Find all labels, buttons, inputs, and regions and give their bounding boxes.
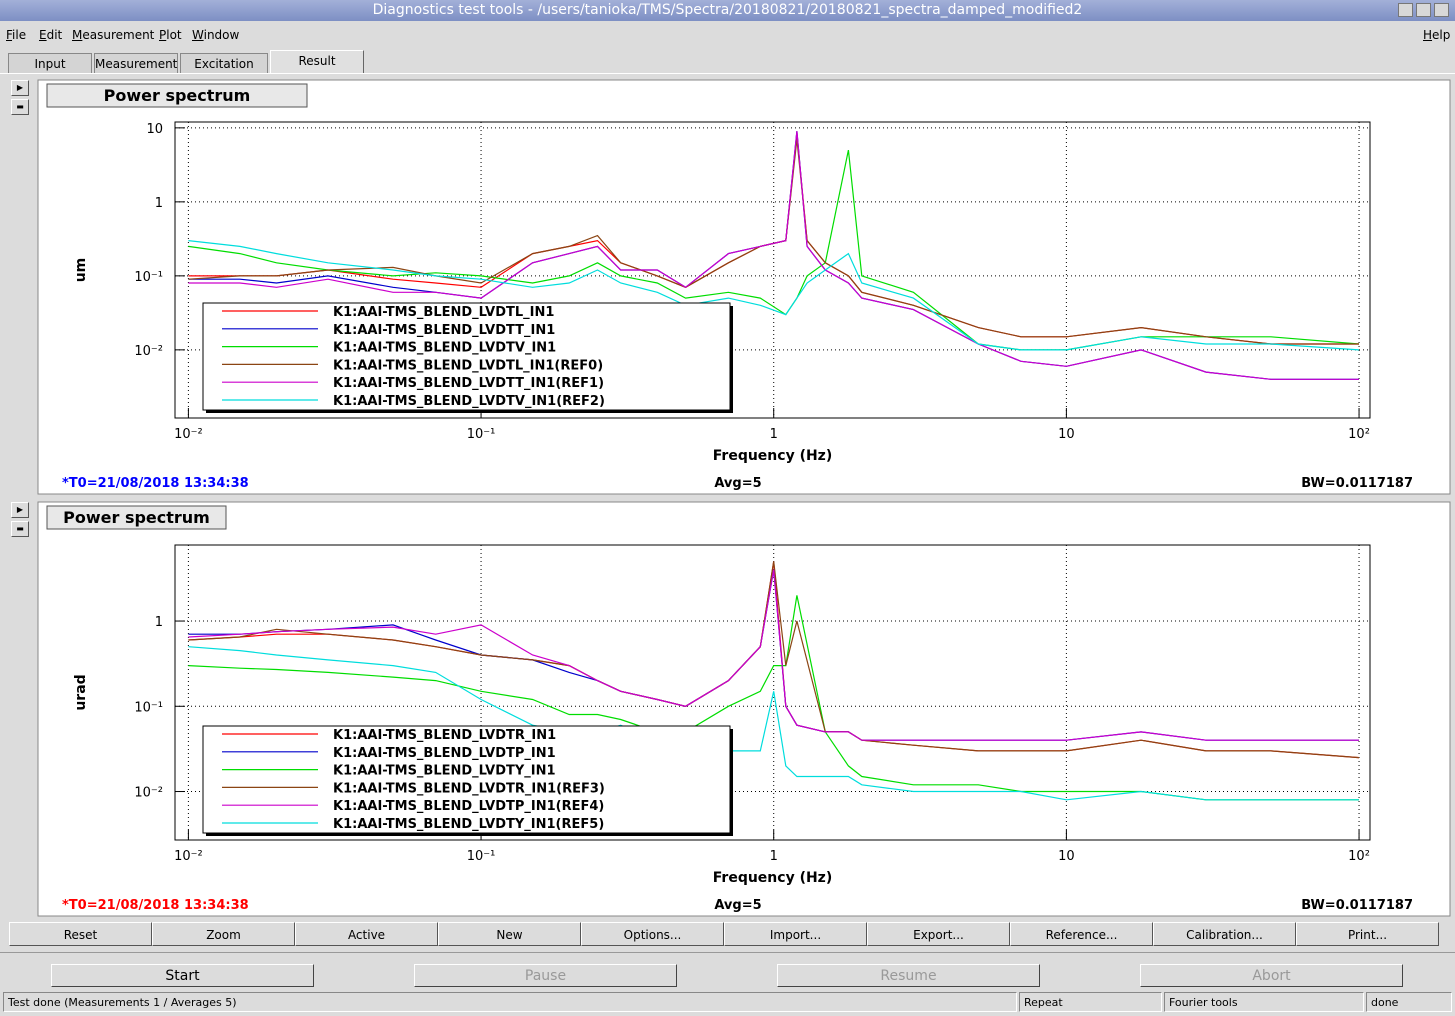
x-tick-label: 10⁻² <box>174 427 203 442</box>
panel-arrow[interactable]: ▬ <box>11 99 29 115</box>
menu-item[interactable]: Plot <box>159 28 182 42</box>
legend-label: K1:AAI-TMS_BLEND_LVDTY_IN1 <box>333 764 556 779</box>
abort-button[interactable]: Abort <box>1140 964 1403 987</box>
button[interactable]: New <box>438 922 581 946</box>
legend-label: K1:AAI-TMS_BLEND_LVDTP_IN1(REF4) <box>333 799 604 814</box>
legend <box>202 302 731 411</box>
y-axis-label: urad <box>73 674 89 710</box>
menu-item[interactable]: Measurement <box>72 28 155 42</box>
resume-button[interactable]: Resume <box>777 964 1040 987</box>
button[interactable]: Options... <box>581 922 724 946</box>
legend-label: K1:AAI-TMS_BLEND_LVDTR_IN1 <box>333 728 556 743</box>
button[interactable]: Calibration... <box>1153 922 1296 946</box>
close-button[interactable] <box>1434 3 1449 17</box>
series-line <box>188 569 1359 741</box>
x-tick-label: 10⁻¹ <box>467 849 496 864</box>
x-axis-label: Frequency (Hz) <box>713 448 832 464</box>
y-tick-label: 10⁻² <box>134 786 163 801</box>
panel-arrow[interactable]: ▬ <box>11 521 29 537</box>
x-tick-label: 10⁻¹ <box>467 427 496 442</box>
legend-label: K1:AAI-TMS_BLEND_LVDTL_IN1 <box>333 305 554 320</box>
tab-divider <box>0 73 1455 74</box>
minimize-button[interactable] <box>1398 3 1413 17</box>
legend-label: K1:AAI-TMS_BLEND_LVDTV_IN1 <box>333 341 556 356</box>
button[interactable]: Active <box>295 922 438 946</box>
start-button[interactable]: Start <box>51 964 314 987</box>
y-tick-label: 1 <box>155 196 163 211</box>
chart-title: Power spectrum <box>63 508 210 527</box>
average-count: Avg=5 <box>714 898 761 913</box>
title-box <box>46 83 308 108</box>
y-tick-label: 10 <box>146 122 163 137</box>
tab[interactable]: Excitation <box>180 53 268 73</box>
status-repeat: Repeat <box>1019 992 1162 1012</box>
chart-title: Power spectrum <box>104 86 251 105</box>
panel-arrow[interactable]: ▶ <box>11 80 29 96</box>
panel-arrow[interactable]: ▶ <box>11 502 29 518</box>
legend-label: K1:AAI-TMS_BLEND_LVDTL_IN1(REF0) <box>333 358 603 373</box>
legend-label: K1:AAI-TMS_BLEND_LVDTY_IN1(REF5) <box>333 817 604 832</box>
menu-item[interactable]: Help <box>1423 28 1451 42</box>
window-title: Diagnostics test tools - /users/tanioka/… <box>0 0 1455 21</box>
separator <box>0 952 1455 953</box>
average-count: Avg=5 <box>714 476 761 491</box>
start-time: *T0=21/08/2018 13:34:38 <box>62 898 249 913</box>
tab-selected[interactable]: Result <box>270 50 364 73</box>
legend-label: K1:AAI-TMS_BLEND_LVDTT_IN1(REF1) <box>333 376 604 391</box>
y-tick-label: 10⁻¹ <box>134 270 163 285</box>
legend-label: K1:AAI-TMS_BLEND_LVDTV_IN1(REF2) <box>333 394 605 409</box>
y-tick-label: 10⁻² <box>134 344 163 359</box>
button[interactable]: Print... <box>1296 922 1439 946</box>
button[interactable]: Export... <box>867 922 1010 946</box>
button[interactable]: Import... <box>724 922 867 946</box>
bandwidth: BW=0.0117187 <box>1301 898 1413 913</box>
tab[interactable]: Measurement <box>94 53 178 73</box>
legend <box>202 725 731 834</box>
title-box <box>46 505 227 530</box>
series-line <box>188 240 1360 351</box>
x-tick-label: 1 <box>770 427 778 442</box>
y-axis-label: um <box>73 258 89 283</box>
menu-item[interactable]: File <box>6 28 27 42</box>
x-tick-label: 10² <box>1348 849 1370 864</box>
x-tick-label: 10 <box>1058 849 1075 864</box>
series-line <box>188 595 1359 801</box>
pause-button[interactable]: Pause <box>414 964 677 987</box>
status-state: done <box>1366 992 1452 1012</box>
button[interactable]: Zoom <box>152 922 295 946</box>
legend-label: K1:AAI-TMS_BLEND_LVDTP_IN1 <box>333 746 556 761</box>
button[interactable]: Reference... <box>1010 922 1153 946</box>
bandwidth: BW=0.0117187 <box>1301 476 1413 491</box>
maximize-button[interactable] <box>1416 3 1431 17</box>
legend-label: K1:AAI-TMS_BLEND_LVDTT_IN1 <box>333 323 555 338</box>
series-line <box>188 131 1359 380</box>
y-tick-label: 10⁻¹ <box>134 700 163 715</box>
menu-item[interactable]: Window <box>192 28 240 42</box>
series-line <box>188 646 1359 801</box>
start-time: *T0=21/08/2018 13:34:38 <box>62 476 249 491</box>
tab[interactable]: Input <box>8 53 92 73</box>
status-message: Test done (Measurements 1 / Averages 5) <box>3 992 1017 1012</box>
button[interactable]: Reset <box>9 922 152 946</box>
x-axis-label: Frequency (Hz) <box>713 870 832 886</box>
x-tick-label: 10 <box>1058 427 1075 442</box>
x-tick-label: 1 <box>770 849 778 864</box>
x-tick-label: 10² <box>1348 427 1370 442</box>
x-tick-label: 10⁻² <box>174 849 203 864</box>
legend-label: K1:AAI-TMS_BLEND_LVDTR_IN1(REF3) <box>333 781 605 796</box>
menu-item[interactable]: Edit <box>39 28 63 42</box>
status-tool: Fourier tools <box>1164 992 1364 1012</box>
y-tick-label: 1 <box>155 615 163 630</box>
